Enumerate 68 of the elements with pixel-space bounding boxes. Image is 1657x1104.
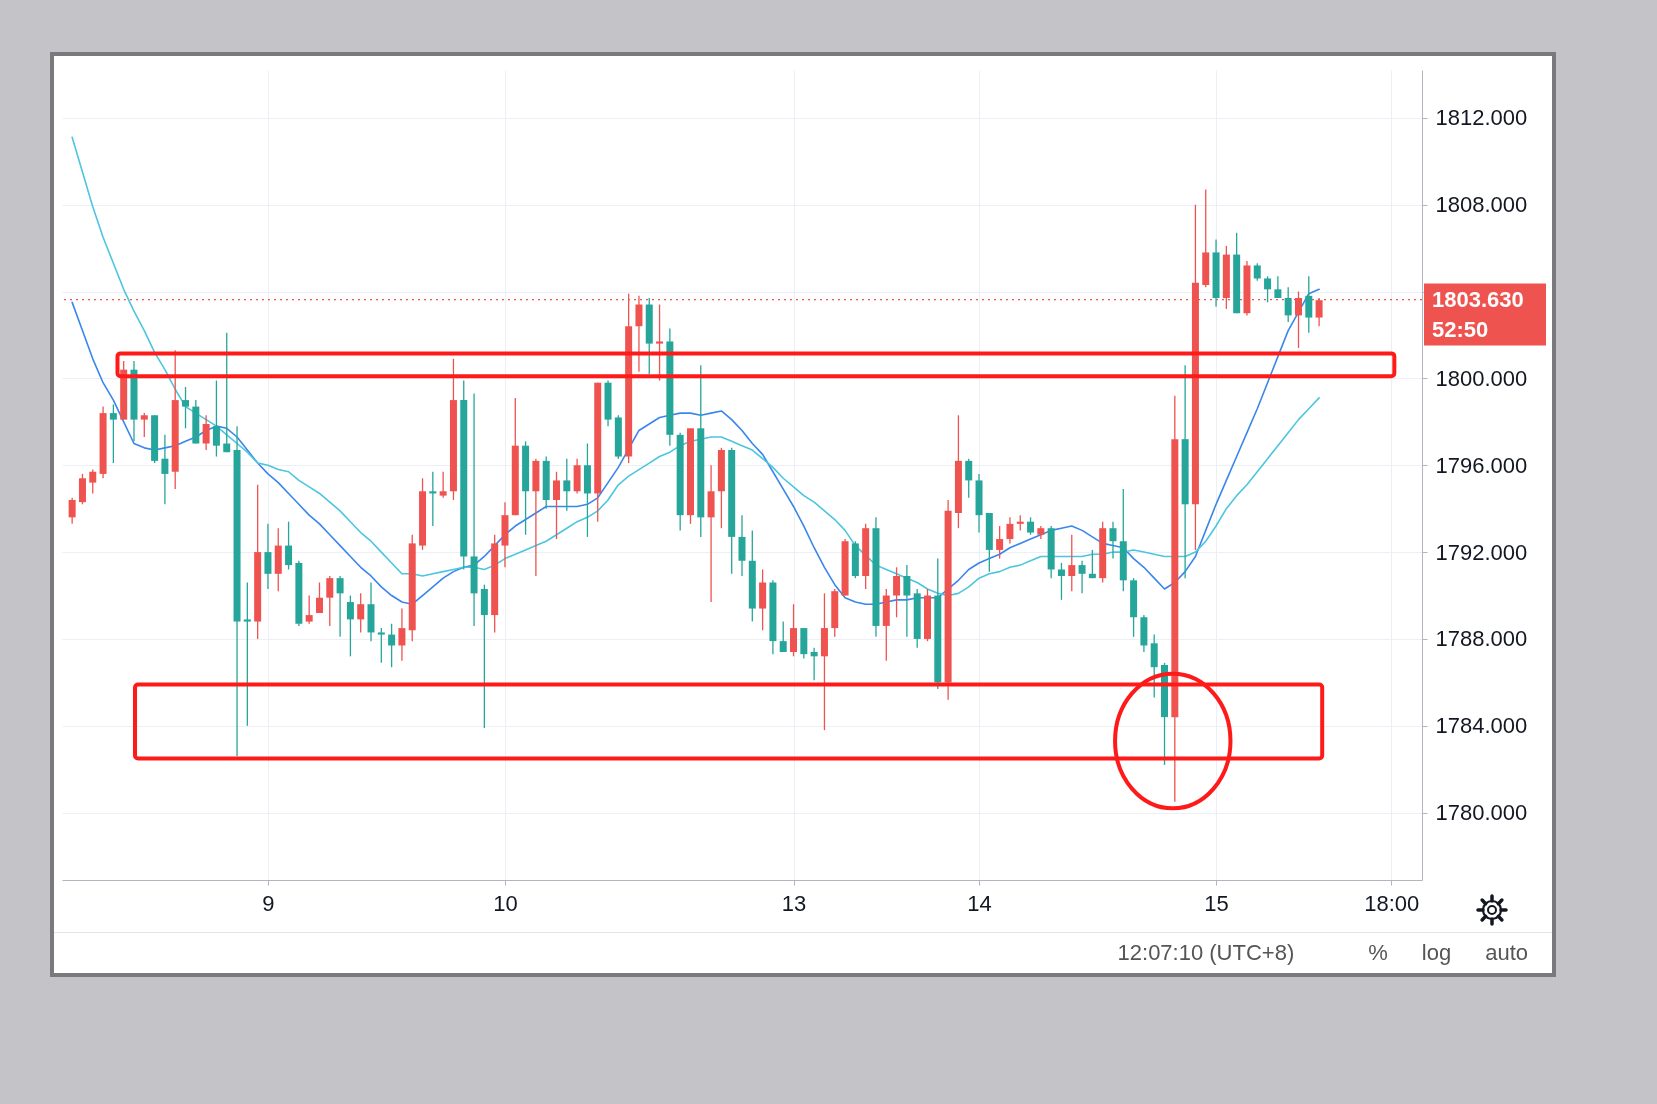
candlestick [810,646,818,681]
candlestick [223,332,231,453]
candlestick [1264,275,1272,304]
y-tick-label: 1792.000 [1435,539,1528,565]
candlestick [893,566,901,618]
candlestick [388,623,396,668]
text: 52:50 [1432,316,1489,342]
candlestick [779,620,787,653]
candlestick [439,471,447,499]
candlestick [377,627,385,664]
candlestick [738,514,746,577]
candlestick [903,564,911,638]
candlestick [553,471,560,540]
candlestick [398,607,406,662]
candlestick [1315,297,1323,327]
y-tick-label: 1796.000 [1435,452,1528,478]
candlestick [89,468,97,495]
candlestick [996,525,1004,560]
candlestick [1057,562,1065,601]
y-tick-label: 1788.000 [1435,626,1528,652]
candlestick [285,521,293,571]
candlestick [78,473,86,505]
candlestick [1305,275,1313,334]
candlestick [109,403,117,464]
text: 12:07:10 (UTC+8) [1117,940,1295,966]
candlestick [1150,633,1158,699]
candlestick [346,594,354,657]
candlestick [212,379,220,458]
x-tick-label: 15 [1204,890,1229,916]
candlestick [161,434,169,505]
candlestick [429,471,437,527]
candlestick [336,575,344,638]
candlestick [202,414,210,451]
y-tick-label: 1780.000 [1435,800,1528,826]
candlestick [243,581,251,727]
candlestick [68,497,76,525]
x-tick-label: 13 [781,890,807,916]
candlestick [965,458,973,499]
candlestick [1088,549,1096,579]
candlestick [1068,534,1076,592]
y-tick-label: 1800.000 [1435,365,1528,391]
candlestick [326,575,334,627]
y-tick-label: 1808.000 [1435,192,1528,218]
text: % [1368,940,1388,966]
line-series [71,136,1320,597]
candlestick [182,386,190,429]
x-tick-label: 9 [262,890,275,916]
text: auto [1485,940,1528,966]
text: log [1421,940,1452,966]
candlestick [140,412,148,438]
candlestick [1109,521,1117,560]
candlestick [563,458,571,512]
y-tick-label: 1784.000 [1435,713,1528,739]
x-tick-label: 18:00 [1364,890,1420,916]
candlestick [264,523,272,590]
y-tick-label: 1812.000 [1435,105,1528,131]
candlestick [1078,560,1086,594]
x-tick-label: 14 [967,890,992,916]
candlestick [656,303,664,382]
x-tick-label: 10 [493,890,518,916]
candlestick [790,603,798,657]
candlestick [1284,286,1292,323]
ref-line-label: 1803.630 [1432,286,1524,312]
candlestick [305,594,313,625]
line-series [71,288,1320,606]
candlestick [1006,516,1014,545]
candlestick [357,592,365,634]
candlestick [315,581,323,614]
